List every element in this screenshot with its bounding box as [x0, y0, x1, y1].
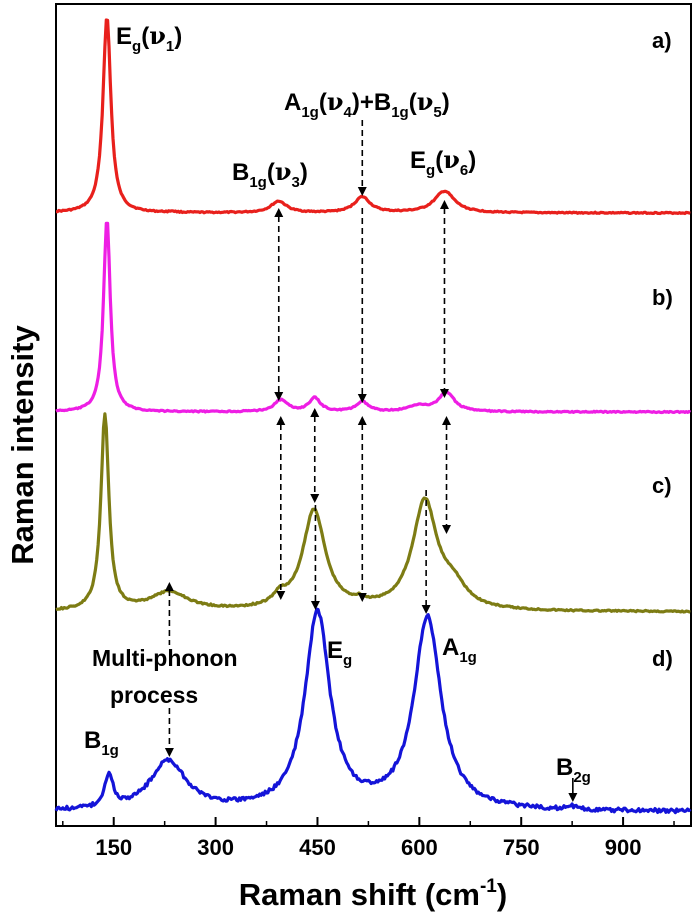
arrow-head	[310, 494, 320, 503]
spectrum-b	[55, 221, 692, 415]
arrow-head	[276, 591, 286, 600]
annotation-d-b1g: B1g	[84, 727, 119, 759]
spectra	[54, 18, 692, 815]
panel-label-d: d)	[652, 646, 673, 671]
x-tick-label: 900	[605, 835, 642, 860]
arrow-head	[310, 408, 320, 417]
x-tick-label: 600	[401, 835, 438, 860]
arrow-head	[421, 605, 431, 614]
arrow-head	[568, 793, 578, 802]
annotation-a1g-v4-b1g-v5: A1g(ν4)+B1g(ν5)	[284, 87, 450, 121]
plot-frame	[55, 3, 692, 827]
arrow-head	[357, 416, 367, 425]
arrow-head	[164, 582, 174, 591]
arrow-head	[439, 389, 449, 398]
x-axis-title: Raman shift (cm-1)	[239, 876, 507, 912]
annotation-d-a1g: A1g	[442, 634, 477, 666]
annotation-eg-v1: Eg(ν1)	[116, 21, 182, 55]
arrow-head	[357, 593, 367, 602]
arrow-head	[439, 200, 449, 209]
spectrum-a	[55, 18, 691, 216]
panel-label-a: a)	[652, 28, 672, 53]
panel-label-b: b)	[652, 285, 673, 310]
annotation-d-eg: Eg	[327, 637, 352, 669]
x-axis-ticks: 150 300 450 600 750 900	[62, 817, 675, 860]
x-tick-label: 300	[197, 835, 234, 860]
arrow-head	[274, 392, 284, 401]
x-tick-label: 150	[95, 835, 132, 860]
arrow-head	[442, 525, 452, 534]
arrow-head	[442, 416, 452, 425]
annotation-eg-v6: Eg(ν6)	[410, 145, 476, 179]
annotation-multiphonon-line2: process	[110, 682, 198, 708]
annotation-b1g-v3: B1g(ν3)	[232, 157, 308, 191]
annotation-d-b2g: B2g	[556, 754, 591, 786]
correlation-arrows	[164, 120, 578, 802]
spectrum-d	[54, 607, 692, 815]
arrow-head	[274, 208, 284, 217]
arrow-head	[357, 187, 367, 196]
arrow-head	[310, 601, 320, 610]
x-tick-label: 450	[299, 835, 336, 860]
arrow-head	[164, 748, 174, 757]
annotation-multiphonon-line1: Multi-phonon	[92, 645, 238, 671]
arrow-head	[276, 416, 286, 425]
y-axis-title: Raman intensity	[5, 325, 40, 565]
panel-label-c: c)	[652, 473, 672, 498]
x-tick-label: 750	[503, 835, 540, 860]
arrow-head	[357, 394, 367, 403]
spectrum-c	[55, 412, 691, 614]
